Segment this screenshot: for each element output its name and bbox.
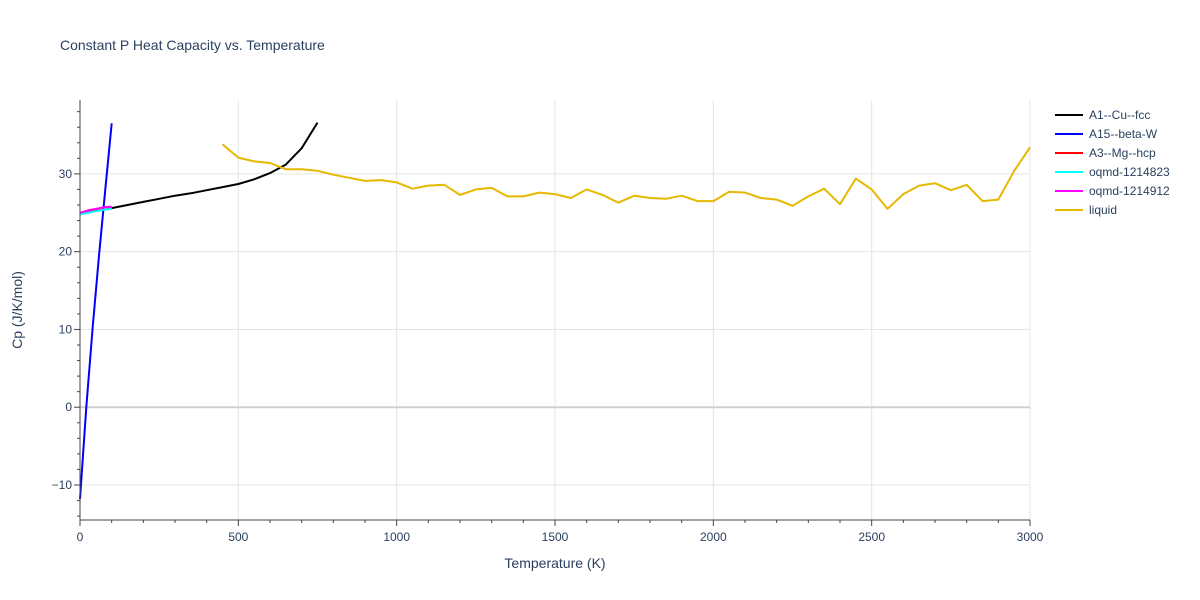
legend-label: oqmd-1214912 [1089, 184, 1170, 198]
axes [74, 100, 1031, 526]
series-line-a15-beta-w [79, 123, 113, 500]
x-tick-labels: 0 500 1000 1500 2000 2500 3000 [77, 530, 1044, 544]
legend-label: liquid [1089, 203, 1117, 217]
legend[interactable]: A1--Cu--fcc A15--beta-W A3--Mg--hcp oqmd-12… [1055, 108, 1170, 217]
x-tick-label: 3000 [1017, 530, 1044, 544]
y-tick-label: 20 [59, 245, 73, 259]
x-tick-label: 0 [77, 530, 84, 544]
series-line-oqmd-1214823 [79, 207, 112, 216]
series-lines [79, 122, 1031, 500]
series-line-liquid [221, 143, 1031, 210]
legend-label: oqmd-1214823 [1089, 165, 1170, 179]
y-axis-label: Cp (J/K/mol) [9, 271, 25, 349]
x-tick-label: 500 [228, 530, 248, 544]
legend-item-a15-beta-w[interactable]: A15--beta-W [1055, 127, 1158, 141]
y-tick-labels: −10 0 10 20 30 [52, 167, 73, 492]
y-tick-label: 0 [65, 400, 72, 414]
y-tick-label: −10 [52, 478, 73, 492]
x-tick-label: 1000 [383, 530, 410, 544]
series-line-a1-cu-fcc [111, 122, 319, 210]
legend-item-liquid[interactable]: liquid [1055, 203, 1117, 217]
chart-title: Constant P Heat Capacity vs. Temperature [60, 37, 325, 53]
x-tick-label: 2500 [858, 530, 885, 544]
legend-item-oqmd-1214823[interactable]: oqmd-1214823 [1055, 165, 1170, 179]
legend-item-a3-mg-hcp[interactable]: A3--Mg--hcp [1055, 146, 1156, 160]
x-tick-label: 2000 [700, 530, 727, 544]
y-tick-label: 30 [59, 167, 73, 181]
legend-item-oqmd-1214912[interactable]: oqmd-1214912 [1055, 184, 1170, 198]
grid-lines [80, 100, 1031, 520]
legend-label: A3--Mg--hcp [1089, 146, 1156, 160]
legend-item-a1-cu-fcc[interactable]: A1--Cu--fcc [1055, 108, 1150, 122]
legend-label: A1--Cu--fcc [1089, 108, 1150, 122]
x-tick-label: 1500 [542, 530, 569, 544]
series-line-oqmd-1214912 [79, 205, 112, 214]
x-axis-label: Temperature (K) [504, 555, 605, 571]
y-tick-label: 10 [59, 322, 73, 336]
legend-label: A15--beta-W [1089, 127, 1158, 141]
